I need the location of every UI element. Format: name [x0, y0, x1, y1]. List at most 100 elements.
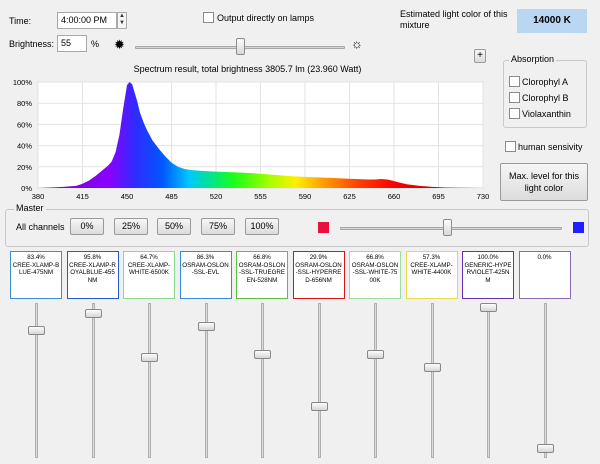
- channel-percent: 95.8%: [83, 254, 102, 261]
- master-right-swatch: [573, 222, 584, 233]
- absorption-title: Absorption: [509, 54, 557, 64]
- x-tick-label: 380: [32, 192, 45, 201]
- channel-percent: 83.4%: [27, 254, 45, 261]
- channel-box: 29.9% OSRAM-OSLON-SSL-HYPERRED-656NM: [292, 251, 345, 299]
- x-tick-label: 625: [343, 192, 356, 201]
- channel-slider-track[interactable]: [148, 303, 151, 458]
- y-tick-label: 100%: [13, 78, 33, 87]
- channel-slider-track[interactable]: [487, 303, 490, 458]
- channel-slider-thumb[interactable]: [84, 308, 102, 318]
- add-button[interactable]: +: [474, 49, 486, 63]
- x-tick-label: 590: [299, 192, 312, 201]
- brightness-label: Brightness:: [9, 39, 55, 49]
- clorophyl-a-checkbox[interactable]: [509, 76, 520, 87]
- channel-percent: 66.8%: [253, 254, 271, 261]
- estimated-color-swatch: 14000 K: [517, 9, 587, 33]
- spin-up-icon[interactable]: ▲: [119, 13, 125, 19]
- channel-percent: 29.9%: [309, 254, 328, 261]
- channel-slider-thumb[interactable]: [28, 326, 45, 336]
- estimated-label: Estimated light color of this mixture: [400, 9, 508, 30]
- y-tick-label: 20%: [17, 163, 32, 172]
- brightness-slider-thumb[interactable]: [236, 38, 245, 55]
- channel-slider-track[interactable]: [430, 303, 434, 458]
- channel-name: OSRAM-OSLON-SSL-TRUEGREEN-528NM: [238, 261, 286, 284]
- channel-percent: 64.7%: [140, 254, 158, 261]
- y-axis-ticks: 0% 20% 40% 60% 80% 100%: [13, 78, 33, 193]
- all-25-button[interactable]: 25%: [114, 218, 148, 235]
- human-sensivity-checkbox[interactable]: [505, 141, 516, 152]
- clorophyl-b-label: Clorophyl B: [522, 93, 569, 103]
- master-slider-thumb[interactable]: [442, 219, 452, 236]
- channel-slider-thumb[interactable]: [480, 303, 497, 312]
- channel-name: CREE-XLAMP-WHITE-4400K: [410, 261, 453, 277]
- x-tick-label: 695: [432, 192, 445, 201]
- channel-name: GENERIC-HYPERVIOLET-425NM: [464, 261, 512, 284]
- channel-slider-track[interactable]: [543, 303, 547, 458]
- channel-slider-thumb[interactable]: [254, 349, 271, 359]
- y-tick-label: 80%: [17, 99, 32, 108]
- channel-slider-track[interactable]: [91, 303, 95, 458]
- channel-box: 66.8% OSRAM-OSLON-SSL-WHITE-7500K: [349, 251, 401, 299]
- master-left-swatch: [318, 222, 329, 233]
- x-tick-label: 730: [477, 192, 490, 201]
- channel-slider-thumb[interactable]: [197, 322, 215, 332]
- channel-slider-thumb[interactable]: [536, 444, 554, 453]
- x-axis-ticks: 380 415 450 485 520 555 590 625 660 695 730: [32, 192, 490, 201]
- channel-box: 66.8% OSRAM-OSLON-SSL-TRUEGREEN-528NM: [236, 251, 288, 299]
- spectrum-chart: 0% 20% 40% 60% 80% 100% 380 415 450 485 520 555 590…: [13, 78, 490, 201]
- x-tick-label: 485: [165, 192, 178, 201]
- channel-box: 86.3% OSRAM-OSLON-SSL-EVL: [179, 251, 232, 299]
- channel-name: CREE-XLAMP-WHITE-6500K: [127, 261, 171, 277]
- channel-slider-track[interactable]: [261, 303, 264, 458]
- channel-box: 0.0%: [518, 251, 571, 299]
- time-input[interactable]: 4:00:00 PM: [57, 12, 117, 29]
- output-checkbox[interactable]: [203, 12, 214, 23]
- channel-slider-track[interactable]: [204, 303, 208, 458]
- channel-name: OSRAM-OSLON-SSL-WHITE-7500K: [351, 261, 399, 284]
- all-0-button[interactable]: 0%: [70, 218, 104, 235]
- channel-name: OSRAM-OSLON-SSL-HYPERRED-656NM: [295, 261, 342, 284]
- channel-box: 64.7% CREE-XLAMP-WHITE-6500K: [123, 251, 175, 299]
- brightness-unit: %: [91, 39, 100, 49]
- channel-slider-thumb[interactable]: [367, 349, 384, 359]
- channel-percent: 100.0%: [477, 254, 499, 261]
- human-sensivity-label: human sensivity: [518, 142, 583, 152]
- time-label: Time:: [9, 16, 32, 26]
- violaxanthin-checkbox[interactable]: [509, 108, 520, 119]
- y-tick-label: 0%: [21, 184, 32, 193]
- master-group: [5, 209, 589, 247]
- channel-slider-track[interactable]: [317, 303, 321, 458]
- sun-dim-icon: ✹: [114, 37, 125, 52]
- max-level-button[interactable]: Max. level for this light color: [500, 163, 588, 201]
- output-label: Output directly on lamps: [217, 13, 315, 23]
- channel-percent: 57.3%: [422, 254, 441, 261]
- channel-box: 57.3% CREE-XLAMP-WHITE-4400K: [405, 251, 458, 299]
- channel-slider-thumb[interactable]: [310, 401, 328, 411]
- clorophyl-b-checkbox[interactable]: [509, 92, 520, 103]
- x-tick-label: 660: [388, 192, 401, 201]
- x-tick-label: 555: [254, 192, 267, 201]
- all-channels-label: All channels: [16, 222, 65, 232]
- all-50-button[interactable]: 50%: [157, 218, 191, 235]
- time-spinner[interactable]: ▲ ▼: [117, 12, 127, 29]
- spin-down-icon[interactable]: ▼: [119, 20, 125, 26]
- channel-name: CREE-XLAMP-ROYALBLUE-455NM: [69, 261, 116, 284]
- channel-slider-track[interactable]: [35, 303, 38, 458]
- all-100-button[interactable]: 100%: [245, 218, 279, 235]
- chart-grid: [37, 81, 484, 189]
- x-tick-label: 415: [76, 192, 89, 201]
- chart-title: Spectrum result, total brightness 3805.7…: [133, 64, 362, 74]
- y-tick-label: 60%: [17, 120, 32, 129]
- clorophyl-a-label: Clorophyl A: [522, 77, 569, 87]
- channel-box: 100.0% GENERIC-HYPERVIOLET-425NM: [462, 251, 514, 299]
- all-75-button[interactable]: 75%: [201, 218, 235, 235]
- channel-slider-thumb[interactable]: [423, 363, 441, 373]
- channel-name: CREE-XLAMP-BLUE-475NM: [12, 261, 60, 277]
- channel-slider-track[interactable]: [374, 303, 377, 458]
- x-tick-label: 520: [210, 192, 223, 201]
- channel-slider-thumb[interactable]: [141, 352, 158, 362]
- spectrum-area: [38, 82, 483, 188]
- channel-percent: 66.8%: [366, 254, 384, 261]
- brightness-input[interactable]: 55: [57, 35, 87, 52]
- y-tick-label: 40%: [17, 142, 32, 151]
